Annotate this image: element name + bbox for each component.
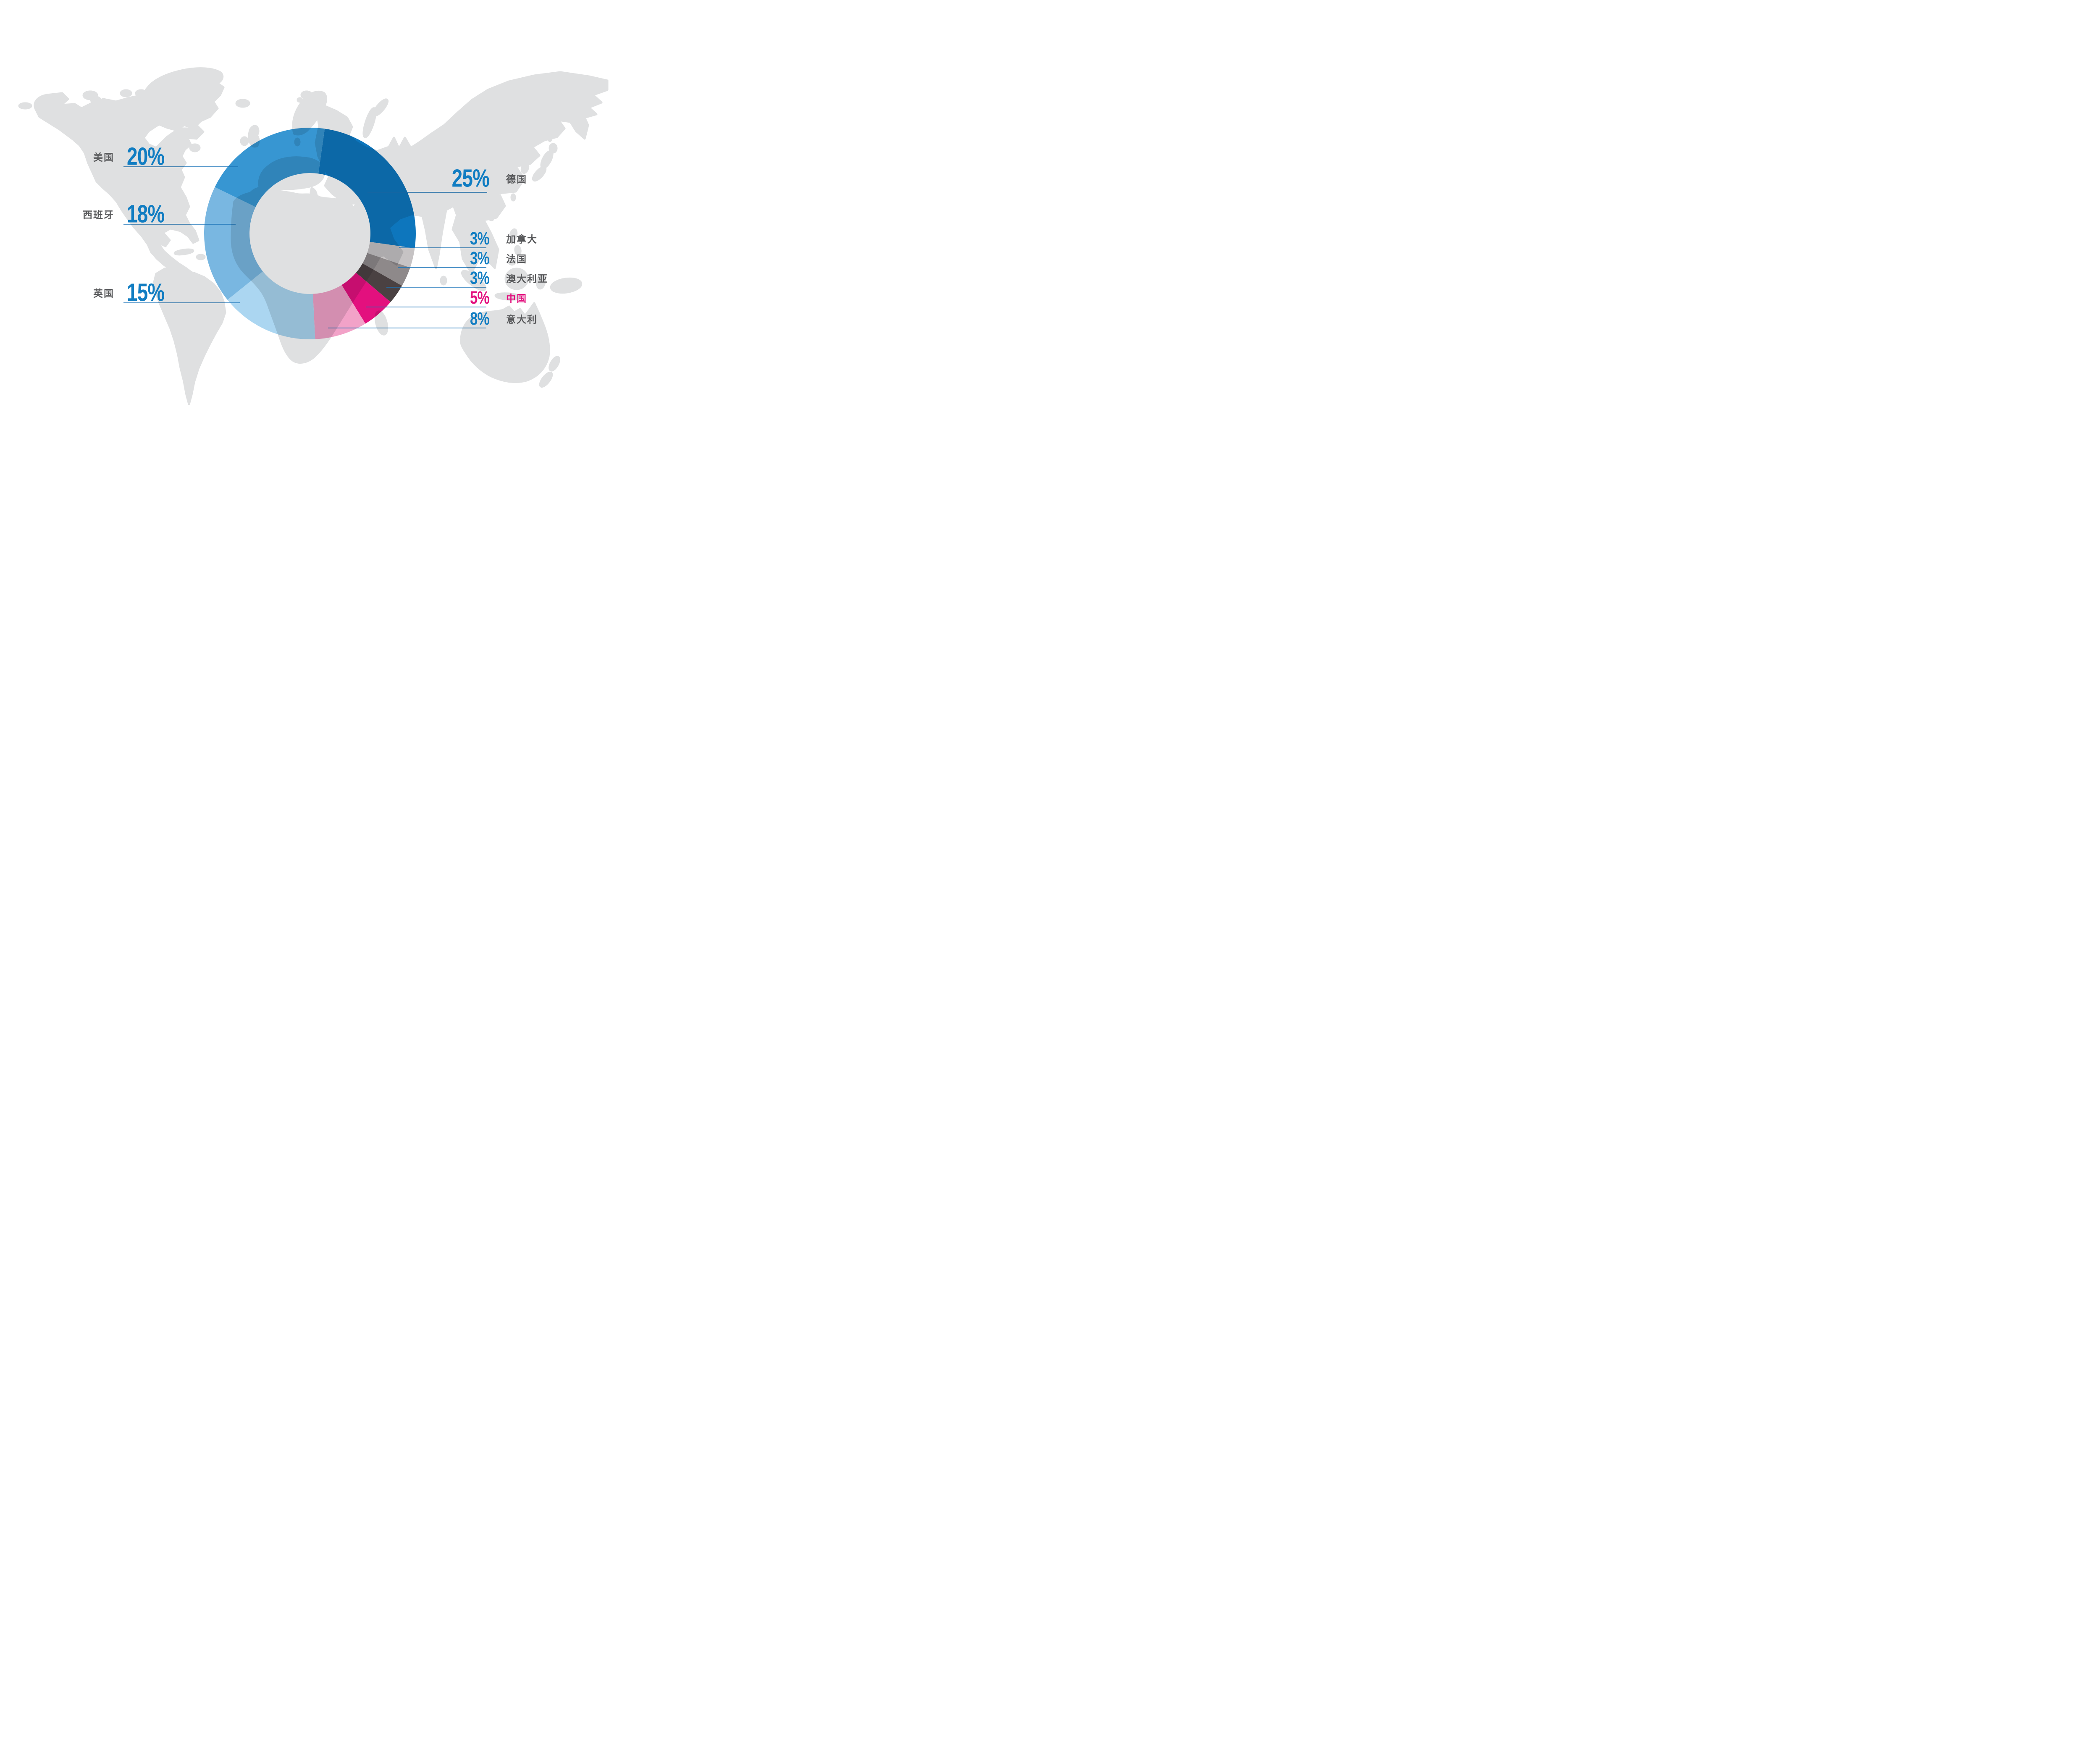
country-label-西班牙: 西班牙 (83, 209, 114, 220)
infographic-canvas: 25% 德国 3% 加拿大 3% 法国 3% 澳大利亚 5% 中国 8% 意大利 15% 英国 18% 西班牙… (0, 0, 612, 438)
map-new-zealand (539, 371, 553, 388)
map-new-zealand (549, 356, 560, 372)
country-label-英国: 英国 (93, 288, 114, 299)
map-philippines (507, 256, 517, 266)
country-label-意大利: 意大利 (506, 314, 538, 325)
donut-segment-意大利 (313, 285, 365, 339)
percent-value-澳大利亚: 3% (470, 268, 490, 288)
country-label-德国: 德国 (506, 173, 527, 185)
map-newfoundland (189, 143, 201, 152)
map-island (18, 102, 32, 110)
percent-value-西班牙: 18% (127, 199, 165, 228)
map-greenland (138, 67, 225, 131)
percent-value-德国: 25% (452, 164, 490, 192)
map-tasmania (507, 370, 517, 383)
donut-segment-美国 (215, 128, 325, 207)
map-north-america (34, 92, 205, 286)
donut-segment-西班牙 (204, 187, 263, 300)
map-hainan (488, 215, 495, 221)
map-novaya-zemlya (372, 98, 389, 117)
percent-value-加拿大: 3% (470, 228, 490, 249)
country-label-法国: 法国 (506, 253, 527, 265)
map-sumatra (461, 270, 487, 291)
map-cuba (173, 248, 194, 256)
map-svalbard (297, 97, 303, 103)
donut-chart (123, 128, 487, 340)
country-label-加拿大: 加拿大 (506, 234, 538, 245)
map-sri-lanka (440, 275, 447, 286)
map-australia (460, 302, 550, 383)
map-island (118, 100, 134, 110)
map-borneo (504, 268, 529, 290)
map-philippines (509, 228, 518, 242)
map-svalbard (300, 90, 313, 100)
map-sulawesi (536, 274, 546, 290)
map-ireland (240, 136, 249, 146)
map-philippines (514, 245, 522, 256)
country-label-澳大利亚: 澳大利亚 (506, 273, 548, 284)
percent-value-美国: 20% (127, 142, 165, 171)
donut-segment-法国 (362, 253, 410, 286)
percent-value-中国: 5% (470, 288, 490, 308)
country-label-中国: 中国 (506, 293, 527, 304)
map-island (90, 96, 102, 104)
callouts-layer: 25% 德国 3% 加拿大 3% 法国 3% 澳大利亚 5% 中国 8% 意大利 15% 英国 18% 西班牙… (0, 0, 612, 438)
map-iceland (235, 99, 250, 108)
percent-value-意大利: 8% (470, 309, 490, 329)
percent-value-英国: 15% (127, 278, 165, 307)
map-island (95, 99, 116, 111)
donut-segment-澳大利亚 (356, 263, 402, 302)
map-uk (248, 125, 260, 148)
map-island (120, 89, 132, 97)
donut-segment-德国 (318, 129, 416, 249)
map-japan (532, 166, 547, 182)
map-novaya-zemlya (362, 107, 377, 138)
map-java (494, 292, 522, 301)
donut-segment-中国 (341, 273, 391, 324)
country-label-美国: 美国 (93, 152, 114, 163)
map-korea (520, 162, 530, 174)
map-hispaniola (196, 254, 206, 260)
map-taiwan (510, 193, 516, 202)
donut-segment-加拿大 (367, 242, 415, 268)
percent-value-法国: 3% (470, 248, 490, 268)
map-south-america (152, 267, 226, 405)
map-sakhalin (547, 121, 555, 142)
donut-segment-英国 (227, 271, 315, 340)
map-new-guinea (550, 277, 583, 294)
